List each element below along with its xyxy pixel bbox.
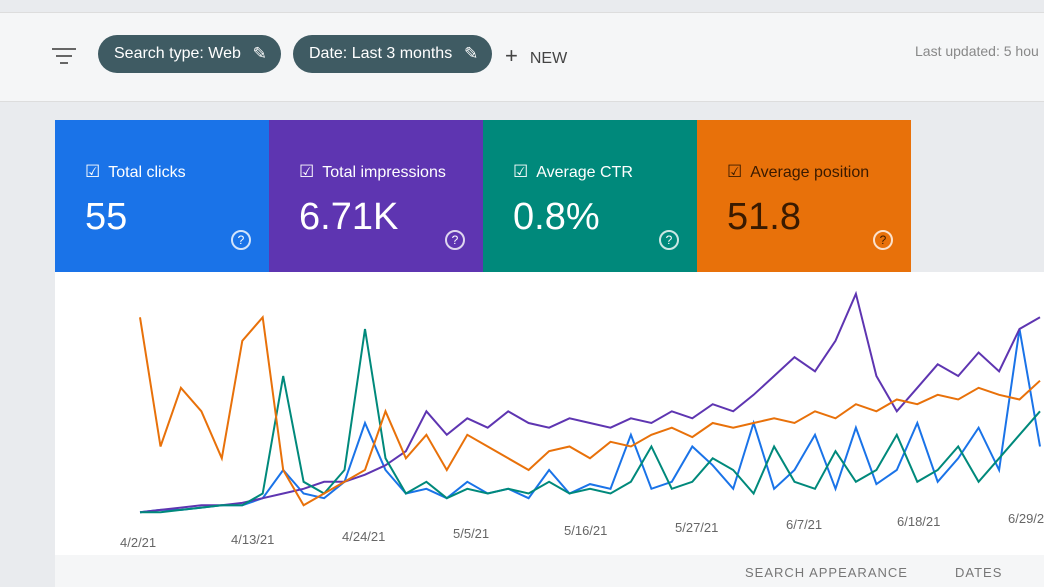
- metric-card[interactable]: Average position 51.8?: [697, 120, 911, 272]
- series-line: [139, 328, 1041, 514]
- chart-panel: 4/2/21 4/13/21 4/24/21 5/5/21 5/16/21 5/27/21…: [55, 272, 1044, 562]
- toolbar: Search type: Web Date: Last 3 months +NE…: [0, 12, 1044, 102]
- metric-card[interactable]: Average CTR 0.8%?: [483, 120, 697, 272]
- x-tick-label: 4/2/21: [120, 535, 156, 550]
- chip-date[interactable]: Date: Last 3 months: [293, 35, 493, 73]
- chart: 4/2/21 4/13/21 4/24/21 5/5/21 5/16/21 5/27/21…: [120, 290, 1044, 550]
- filter-icon[interactable]: [52, 48, 76, 69]
- help-icon: ?: [231, 230, 251, 250]
- metric-value: 51.8: [727, 196, 801, 238]
- x-tick-label: 5/27/21: [675, 520, 718, 535]
- new-filter[interactable]: + NEW: [505, 43, 568, 68]
- tab[interactable]: SEARCH APPEARANCE: [745, 565, 908, 580]
- metric-value: 6.71K: [299, 196, 399, 238]
- tab[interactable]: DATES: [955, 565, 1003, 580]
- metric-label: Average CTR: [513, 162, 633, 182]
- new-label: NEW: [529, 50, 568, 67]
- x-tick-label: 4/13/21: [231, 532, 274, 547]
- x-tick-label: 6/29/21: [1008, 511, 1044, 526]
- metric-card[interactable]: Total clicks 55?: [55, 120, 269, 272]
- tabs: SEARCH APPEARANCE DATES: [55, 555, 1044, 587]
- x-tick-label: 5/5/21: [453, 526, 489, 541]
- metric-value: 55: [85, 196, 128, 238]
- x-tick-label: 6/18/21: [897, 514, 940, 529]
- metric-card[interactable]: Total impressions 6.71K?: [269, 120, 483, 272]
- metric-label: Total clicks: [85, 162, 185, 182]
- metric-label: Total impressions: [299, 162, 446, 182]
- x-tick-label: 6/7/21: [786, 517, 822, 532]
- metric-value: 0.8%: [513, 196, 600, 238]
- help-icon: ?: [659, 230, 679, 250]
- series-line: [140, 328, 1041, 514]
- chip-search-type[interactable]: Search type: Web: [98, 35, 281, 73]
- series-line: [139, 290, 1041, 514]
- metric-label: Average position: [727, 162, 869, 182]
- last-updated: Last updated: 5 hou: [915, 43, 1039, 59]
- series-line: [139, 314, 1041, 507]
- help-icon: ?: [873, 230, 893, 250]
- x-tick-label: 4/24/21: [342, 529, 385, 544]
- x-tick-label: 5/16/21: [564, 523, 607, 538]
- help-icon: ?: [445, 230, 465, 250]
